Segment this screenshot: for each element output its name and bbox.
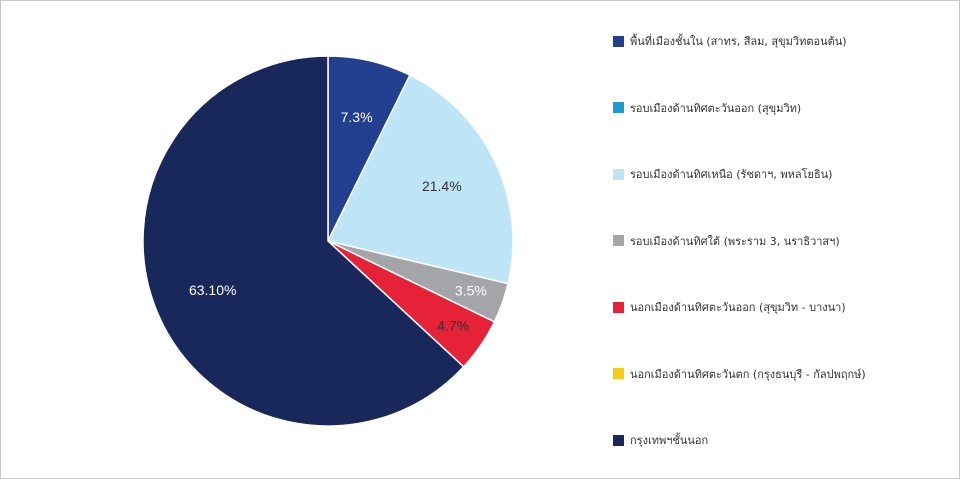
legend-swatch bbox=[613, 168, 624, 180]
legend-label: นอกเมืองด้านทิศตะวันออก (สุขุมวิท - บางน… bbox=[630, 301, 846, 314]
legend-label: รอบเมืองด้านทิศตะวันออก (สุขุมวิท) bbox=[630, 101, 802, 115]
data-label-1: 7.3% bbox=[341, 109, 373, 125]
legend-label: รอบเมืองด้านทิศใต้ (พระราม 3, นราธิวาสฯ) bbox=[630, 234, 840, 248]
legend-label: กรุงเทพฯชั้นนอก bbox=[630, 434, 709, 447]
legend-item-4: รอบเมืองด้านทิศใต้ (พระราม 3, นราธิวาสฯ) bbox=[613, 231, 840, 251]
legend-swatch bbox=[613, 35, 624, 47]
pie-slice-3 bbox=[326, 74, 514, 285]
data-label-4: 3.5% bbox=[455, 283, 487, 299]
legend-label: นอกเมืองด้านทิศตะวันตก (กรุงธนบุรี - กัล… bbox=[630, 367, 866, 381]
pie-slice-7 bbox=[142, 55, 465, 427]
data-label-7: 63.10% bbox=[189, 282, 236, 298]
legend-item-7: กรุงเทพฯชั้นนอก bbox=[613, 430, 708, 450]
legend-item-1: พื้นที่เมืองชั้นใน (สาทร, สีลม, สุขุมวิท… bbox=[613, 31, 847, 51]
legend-label: พื้นที่เมืองชั้นใน (สาทร, สีลม, สุขุมวิท… bbox=[630, 35, 847, 48]
legend-label: รอบเมืองด้านทิศเหนือ (รัชดาฯ, พหลโยธิน) bbox=[630, 168, 833, 181]
legend-swatch bbox=[613, 368, 624, 379]
legend-swatch bbox=[613, 102, 624, 113]
data-label-3: 21.4% bbox=[422, 178, 462, 194]
legend-item-2: รอบเมืองด้านทิศตะวันออก (สุขุมวิท) bbox=[613, 98, 801, 118]
legend-swatch bbox=[613, 301, 624, 313]
legend-swatch bbox=[613, 434, 624, 446]
legend-item-5: นอกเมืองด้านทิศตะวันออก (สุขุมวิท - บางน… bbox=[613, 297, 846, 317]
data-label-5: 4.7% bbox=[437, 317, 469, 333]
legend-item-3: รอบเมืองด้านทิศเหนือ (รัชดาฯ, พหลโยธิน) bbox=[613, 164, 832, 184]
legend-swatch bbox=[613, 235, 624, 246]
legend-item-6: นอกเมืองด้านทิศตะวันตก (กรุงธนบุรี - กัล… bbox=[613, 364, 866, 384]
